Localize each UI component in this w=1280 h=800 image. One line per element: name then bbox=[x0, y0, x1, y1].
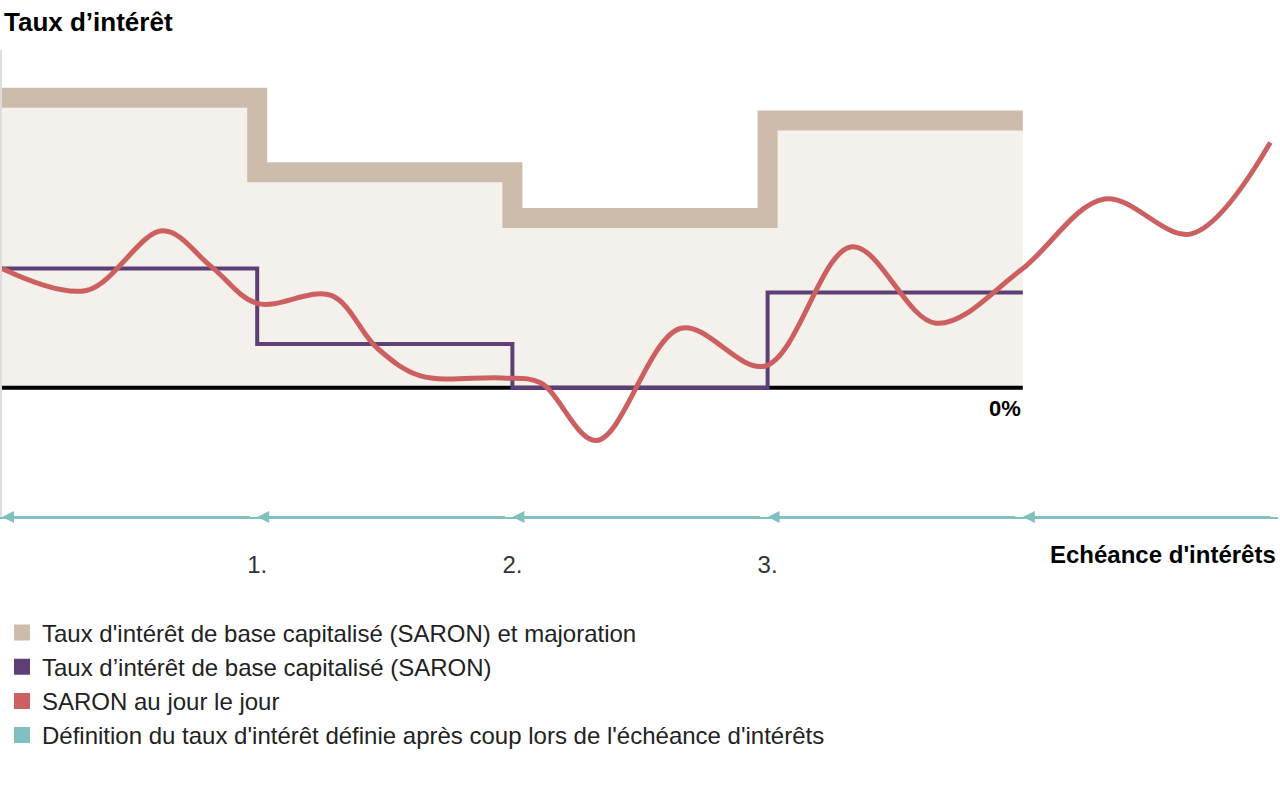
svg-text:Taux d’intérêt de base capital: Taux d’intérêt de base capitalisé (SARON… bbox=[42, 654, 492, 681]
svg-text:Taux d’intérêt: Taux d’intérêt bbox=[4, 7, 173, 37]
svg-text:SARON au jour le jour: SARON au jour le jour bbox=[42, 688, 279, 715]
svg-text:0%: 0% bbox=[989, 396, 1021, 421]
svg-text:Définition du taux d'intérêt d: Définition du taux d'intérêt définie apr… bbox=[42, 722, 824, 749]
svg-text:3.: 3. bbox=[758, 551, 778, 578]
svg-text:Echéance d'intérêts: Echéance d'intérêts bbox=[1050, 541, 1276, 568]
svg-text:2.: 2. bbox=[502, 551, 522, 578]
svg-text:Taux d'intérêt de base capital: Taux d'intérêt de base capitalisé (SARON… bbox=[42, 620, 636, 647]
svg-text:1.: 1. bbox=[247, 551, 267, 578]
